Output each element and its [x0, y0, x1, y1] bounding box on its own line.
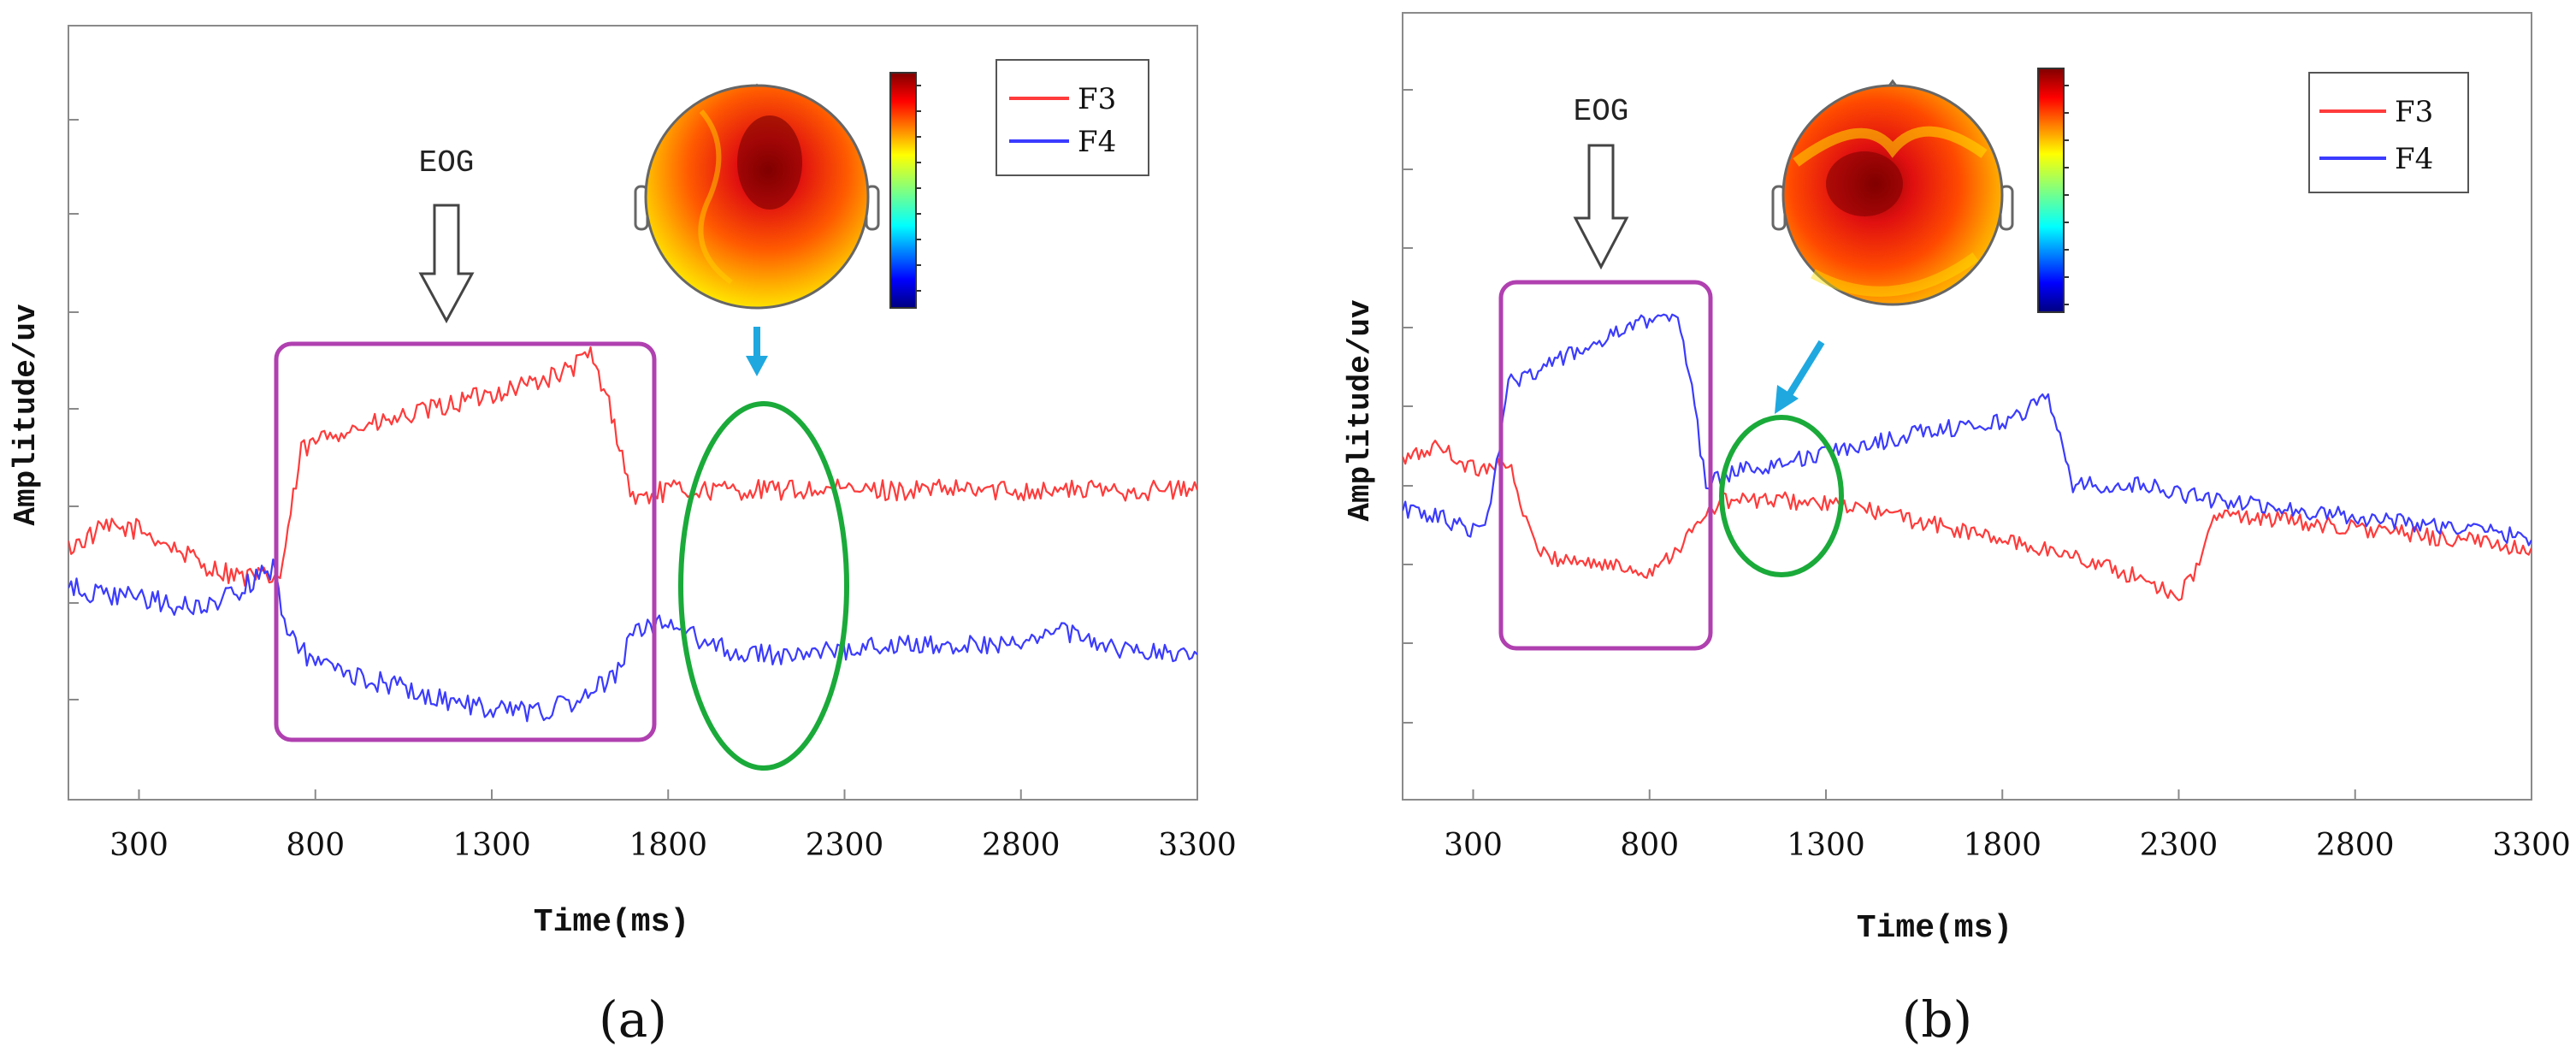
x-axis-label: Time(ms) — [1857, 910, 2012, 947]
legend-label-f3: F3 — [2395, 95, 2433, 129]
eog-arrow-icon — [1573, 144, 1629, 270]
x-tick-labels: 300 800 1300 1800 2300 2800 3300 — [109, 789, 1237, 863]
eog-label: EOG — [419, 145, 475, 180]
x-tick-label: 300 — [109, 828, 168, 863]
series-layer — [1403, 313, 2532, 601]
legend-label-f4: F4 — [1078, 125, 1116, 159]
panel-a: EOG — [9, 25, 1237, 1049]
legend-label-f4: F4 — [2395, 142, 2433, 176]
y-axis-label: Amplitude/uv — [9, 304, 44, 525]
topomap-head — [1771, 79, 2014, 306]
eog-label: EOG — [1574, 94, 1629, 129]
eog-arrow-icon — [418, 204, 475, 324]
x-tick-labels: 300 800 1300 1800 2300 2800 3300 — [1444, 789, 2571, 863]
x-tick-label: 1300 — [452, 828, 531, 863]
cyan-arrow-icon — [1775, 340, 1825, 414]
x-tick-label: 3300 — [1158, 828, 1237, 863]
cyan-arrow-icon — [746, 327, 768, 376]
panel-label: (b) — [1902, 990, 1972, 1049]
x-tick-label: 1800 — [1963, 828, 2041, 863]
eog-highlight-box — [274, 341, 657, 742]
series-line-f4 — [1403, 313, 2532, 547]
topomap-head — [634, 83, 880, 310]
x-tick-label: 300 — [1444, 828, 1503, 863]
post-eog-ellipse — [1719, 415, 1844, 577]
series-layer — [68, 346, 1197, 723]
x-tick-label: 800 — [286, 828, 345, 863]
panel-b: EOG F3 — [1343, 12, 2571, 1049]
post-eog-ellipse — [678, 401, 849, 771]
legend-label-f3: F3 — [1078, 82, 1116, 116]
y-tick-marks — [68, 119, 79, 700]
x-tick-label: 2800 — [982, 828, 1061, 863]
x-tick-label: 2800 — [2316, 828, 2395, 863]
legend: F3 F4 — [2308, 72, 2469, 193]
series-line-f3 — [1403, 440, 2532, 601]
series-line-f3 — [68, 346, 1197, 587]
series-line-f4 — [68, 559, 1197, 723]
y-tick-marks — [1403, 89, 1413, 724]
colorbar — [889, 72, 921, 309]
eog-highlight-box — [1498, 280, 1713, 651]
panel-label: (a) — [599, 990, 667, 1049]
x-tick-label: 2300 — [806, 828, 884, 863]
y-axis-label: Amplitude/uv — [1343, 299, 1378, 521]
x-axis-label: Time(ms) — [534, 904, 689, 941]
x-tick-label: 1300 — [1787, 828, 1865, 863]
colorbar — [2037, 68, 2069, 313]
x-tick-label: 800 — [1620, 828, 1679, 863]
x-tick-label: 3300 — [2492, 828, 2571, 863]
legend: F3 F4 — [996, 59, 1149, 176]
x-tick-label: 2300 — [2140, 828, 2219, 863]
x-tick-label: 1800 — [629, 828, 707, 863]
